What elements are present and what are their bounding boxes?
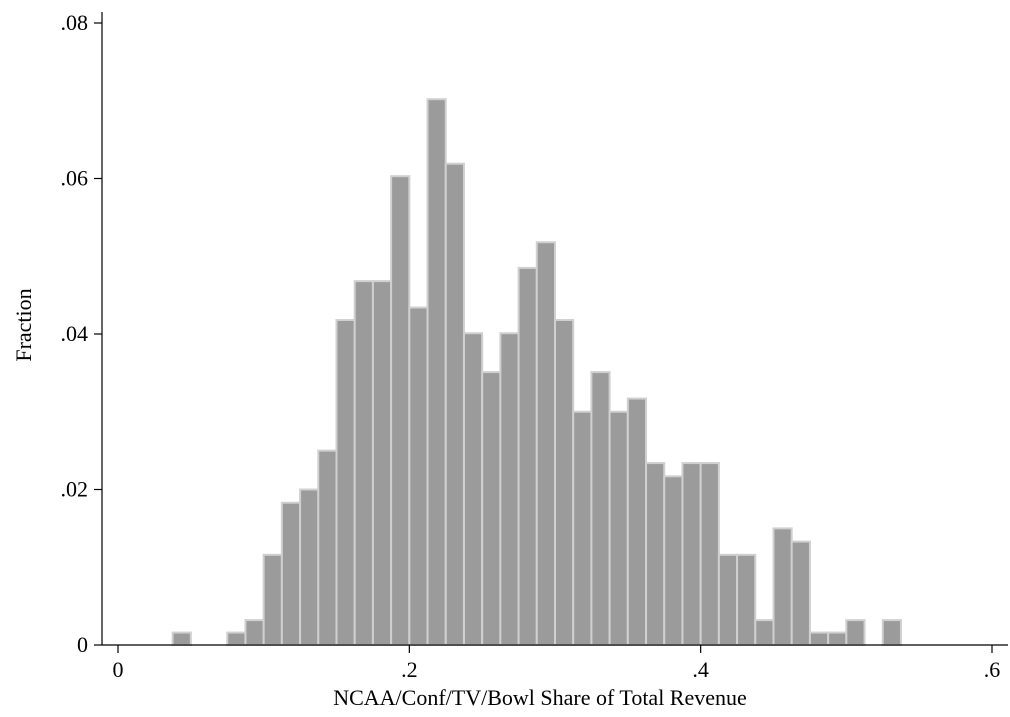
- histogram-bar-8: [353, 280, 374, 646]
- x-tick-label: .2: [401, 657, 418, 682]
- histogram-bar-26: [681, 462, 702, 646]
- histogram-bar-12: [426, 98, 447, 646]
- histogram-bar-22: [608, 410, 629, 646]
- histogram-bar-20: [572, 410, 593, 646]
- histogram-bar-25: [663, 475, 684, 646]
- histogram-bar-14: [462, 332, 484, 646]
- histogram-bar-1: [226, 631, 247, 646]
- histogram-bar-34: [827, 631, 848, 646]
- histogram-bar-17: [517, 266, 538, 646]
- histogram-bar-32: [790, 540, 811, 647]
- histogram-bar-4: [280, 501, 302, 646]
- y-ticks-group: 0 .02 .04 .06 .08: [61, 10, 102, 657]
- histogram-bar-18: [535, 241, 557, 646]
- histogram-bar-0: [171, 631, 192, 646]
- histogram-bar-24: [645, 462, 666, 646]
- y-tick-label: .04: [61, 321, 89, 346]
- bars-group: [171, 98, 902, 647]
- histogram-bar-3: [262, 553, 283, 646]
- histogram-bar-11: [408, 306, 429, 646]
- histogram-bar-28: [717, 553, 739, 646]
- y-tick-label: .02: [61, 477, 89, 502]
- histogram-bar-6: [317, 449, 338, 646]
- histogram-bar-15: [481, 371, 502, 646]
- histogram-bar-23: [626, 397, 648, 646]
- plot-area: 0 .02 .04 .06 .08 0 .2 .4 .6: [61, 10, 1008, 682]
- histogram-bar-36: [881, 619, 902, 646]
- y-tick-label: .08: [61, 10, 89, 35]
- histogram-bar-5: [299, 488, 320, 646]
- histogram-bar-9: [371, 280, 393, 646]
- x-tick-label: 0: [113, 657, 124, 682]
- x-tick-label: .4: [692, 657, 709, 682]
- x-axis-title: NCAA/Conf/TV/Bowl Share of Total Revenue: [333, 685, 747, 710]
- histogram-bar-2: [244, 619, 265, 646]
- histogram-bar-33: [808, 631, 830, 646]
- histogram-bar-16: [499, 332, 520, 646]
- y-tick-label: .06: [61, 166, 89, 191]
- histogram-bar-21: [590, 371, 611, 646]
- y-axis-title: Fraction: [11, 288, 36, 361]
- histogram-bar-13: [444, 162, 465, 646]
- histogram-bar-7: [335, 319, 356, 646]
- histogram-bar-30: [754, 619, 775, 646]
- x-ticks-group: 0 .2 .4 .6: [113, 645, 1001, 682]
- y-tick-label: 0: [77, 632, 88, 657]
- histogram-bar-10: [390, 175, 411, 646]
- x-tick-label: .6: [984, 657, 1001, 682]
- histogram-bar-31: [772, 527, 793, 646]
- histogram-bar-35: [845, 619, 866, 646]
- histogram-bar-29: [736, 553, 757, 646]
- histogram-bar-19: [554, 319, 575, 646]
- histogram-bar-27: [699, 462, 720, 646]
